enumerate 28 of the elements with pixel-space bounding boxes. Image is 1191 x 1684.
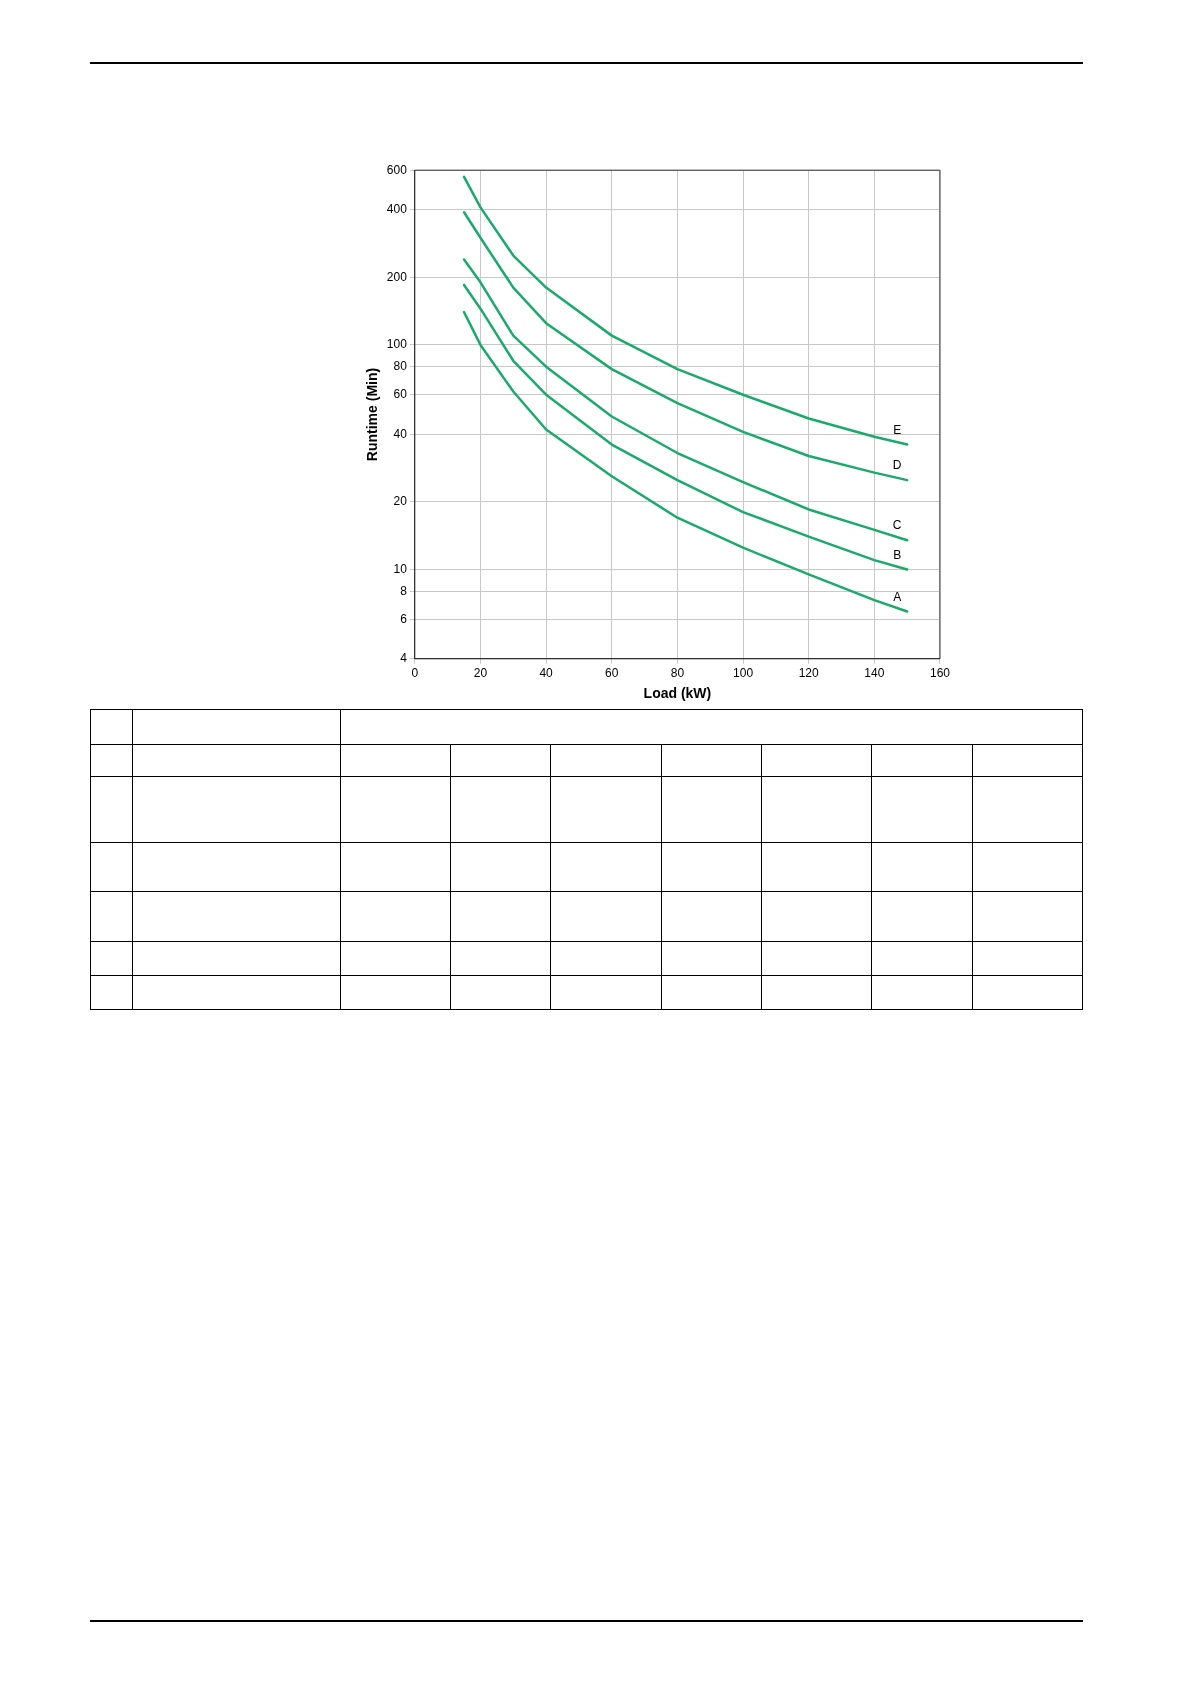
x-tick-label: 160 (929, 666, 951, 681)
y-tick-label: 200 (386, 269, 408, 284)
x-tick-label: 80 (670, 666, 685, 681)
x-tick-label: 120 (798, 666, 820, 681)
y-tick-label: 10 (393, 561, 408, 576)
y-tick-label: 40 (393, 426, 408, 441)
x-tick-label: 20 (473, 666, 488, 681)
y-tick-label: 20 (393, 494, 408, 509)
y-tick-label: 80 (393, 358, 408, 373)
x-axis-title: Load (kW) (643, 685, 712, 702)
series-label: C (892, 518, 902, 533)
y-tick-label: 100 (386, 337, 408, 352)
y-tick-label: 8 (400, 583, 408, 598)
y-tick-label: 60 (393, 387, 408, 402)
series-label: E (893, 422, 902, 437)
series-label: A (893, 589, 902, 604)
y-axis-title: Runtime (Min) (364, 367, 381, 462)
x-tick-label: 60 (605, 666, 619, 681)
series-label: B (893, 547, 902, 562)
x-tick-label: 0 (411, 666, 419, 681)
y-tick-label: 4 (400, 651, 408, 666)
x-tick-label: 100 (733, 666, 754, 681)
y-tick-label: 400 (386, 202, 408, 217)
x-tick-label: 40 (539, 666, 554, 681)
x-tick-label: 140 (864, 666, 885, 681)
y-tick-label: 6 (400, 611, 408, 626)
y-tick-label: 600 (386, 162, 408, 177)
series-label: D (892, 458, 902, 473)
